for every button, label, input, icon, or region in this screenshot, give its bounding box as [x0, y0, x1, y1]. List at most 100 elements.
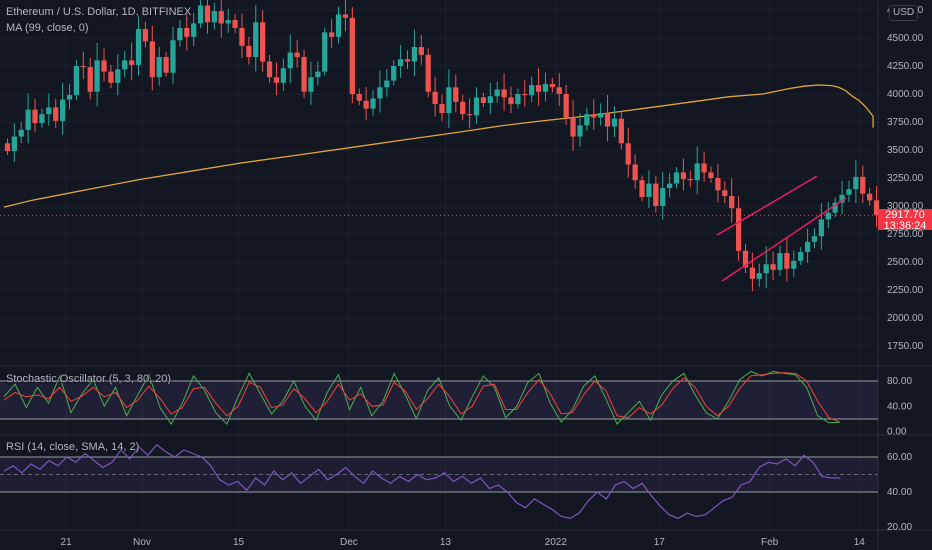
candle-body — [625, 143, 631, 165]
candle-body — [377, 87, 383, 99]
candle-body — [218, 11, 224, 24]
ma99-line — [3, 84, 874, 208]
candle-body — [687, 179, 693, 181]
time-tick-label: Dec — [340, 537, 358, 548]
price-tick-label: 3750.00 — [887, 117, 924, 128]
candle-body — [667, 183, 673, 189]
candle-body — [535, 85, 542, 92]
ma-legend[interactable]: MA (99, close, 0) — [6, 22, 89, 34]
price-tick-label: 3500.00 — [887, 145, 924, 156]
candle-body — [832, 202, 838, 213]
candle-body — [25, 109, 31, 130]
candle-body — [211, 11, 217, 23]
candle-body — [549, 83, 555, 88]
candle-body — [342, 14, 349, 18]
candle-body — [142, 29, 149, 42]
rsi-legend[interactable]: RSI (14, close, SMA, 14, 2) — [6, 441, 140, 453]
stochastic-legend[interactable]: Stochastic Oscillator (5, 3, 80, 20) — [6, 373, 172, 385]
candle-body — [287, 52, 293, 69]
candle-body — [556, 87, 562, 94]
price-tick-label: 3250.00 — [887, 173, 924, 184]
candle-body — [11, 136, 17, 152]
candle-body — [163, 57, 169, 73]
candle-body — [349, 17, 355, 95]
price-tick-label: 2250.00 — [887, 285, 924, 296]
candle-body — [108, 71, 114, 83]
candle-body — [515, 94, 521, 105]
candle-body — [604, 113, 611, 127]
price-tick-label: 4500.00 — [887, 33, 924, 44]
channel-line — [716, 175, 818, 236]
candle-body — [335, 14, 342, 37]
candle-body — [798, 251, 804, 261]
candle-body — [735, 208, 742, 251]
candle-body — [722, 190, 728, 196]
candle-body — [4, 143, 11, 152]
last-price-tag: 2917.70 13:36:24 — [878, 209, 932, 232]
rsi-tick-label: 60.00 — [887, 452, 912, 463]
candle-body — [301, 57, 307, 92]
candle-body — [80, 66, 86, 68]
candle-body — [646, 183, 652, 198]
candle-body — [60, 99, 66, 121]
candle-body — [122, 60, 128, 70]
candle-body — [404, 59, 411, 62]
candle-body — [846, 189, 852, 195]
candle-body — [446, 87, 452, 114]
candle-body — [487, 96, 493, 103]
candle-body — [818, 219, 824, 237]
candle-body — [839, 194, 845, 203]
candle-body — [239, 27, 245, 46]
candle-body — [742, 250, 749, 268]
candle-body — [694, 163, 700, 181]
candle-body — [873, 200, 880, 216]
candle-body — [232, 20, 238, 28]
candle-body — [273, 77, 280, 83]
candle-body — [128, 60, 135, 65]
candle-body — [501, 89, 507, 98]
candle-body — [356, 94, 362, 101]
stoch-tick-label: 0.00 — [887, 427, 907, 438]
candle-body — [329, 32, 335, 37]
candle-body — [480, 97, 487, 103]
bar-countdown: 13:36:24 — [883, 220, 927, 232]
candle-body — [791, 260, 797, 269]
candle-body — [632, 164, 638, 181]
price-tick-label: 4000.00 — [887, 89, 924, 100]
candle-body — [260, 22, 266, 62]
candle-body — [563, 94, 569, 118]
candle-body — [639, 180, 645, 198]
candle-body — [804, 241, 811, 252]
candle-body — [66, 95, 73, 100]
candle-body — [177, 27, 183, 41]
candle-body — [570, 117, 576, 137]
rsi-tick-label: 20.00 — [887, 522, 912, 533]
candle-body — [87, 67, 93, 92]
candle-body — [280, 68, 286, 83]
candle-body — [453, 87, 459, 102]
last-price: 2917.70 — [885, 209, 925, 221]
candle-body — [529, 85, 535, 96]
candle-body — [508, 97, 514, 105]
channel-line — [721, 197, 847, 282]
candle-body — [598, 113, 604, 118]
rsi-band-fill — [0, 457, 878, 492]
candle-body — [591, 114, 597, 118]
price-tick-label: 4250.00 — [887, 61, 924, 72]
time-tick-label: 13 — [440, 537, 452, 548]
candle-body — [432, 91, 438, 105]
candle-body — [708, 172, 714, 178]
currency-button[interactable]: USD — [889, 5, 919, 21]
candle-body — [411, 46, 418, 62]
candle-body — [170, 40, 176, 73]
candle-body — [653, 183, 659, 206]
time-tick-label: 17 — [654, 537, 666, 548]
candle-body — [101, 60, 107, 72]
time-tick-label: 14 — [854, 537, 866, 548]
stoch-tick-label: 40.00 — [887, 401, 912, 412]
candle-body — [253, 22, 259, 58]
symbol-legend[interactable]: Ethereum / U.S. Dollar, 1D, BITFINEX — [6, 6, 192, 18]
candle-body — [315, 71, 321, 78]
time-tick-label: 2022 — [545, 537, 568, 548]
